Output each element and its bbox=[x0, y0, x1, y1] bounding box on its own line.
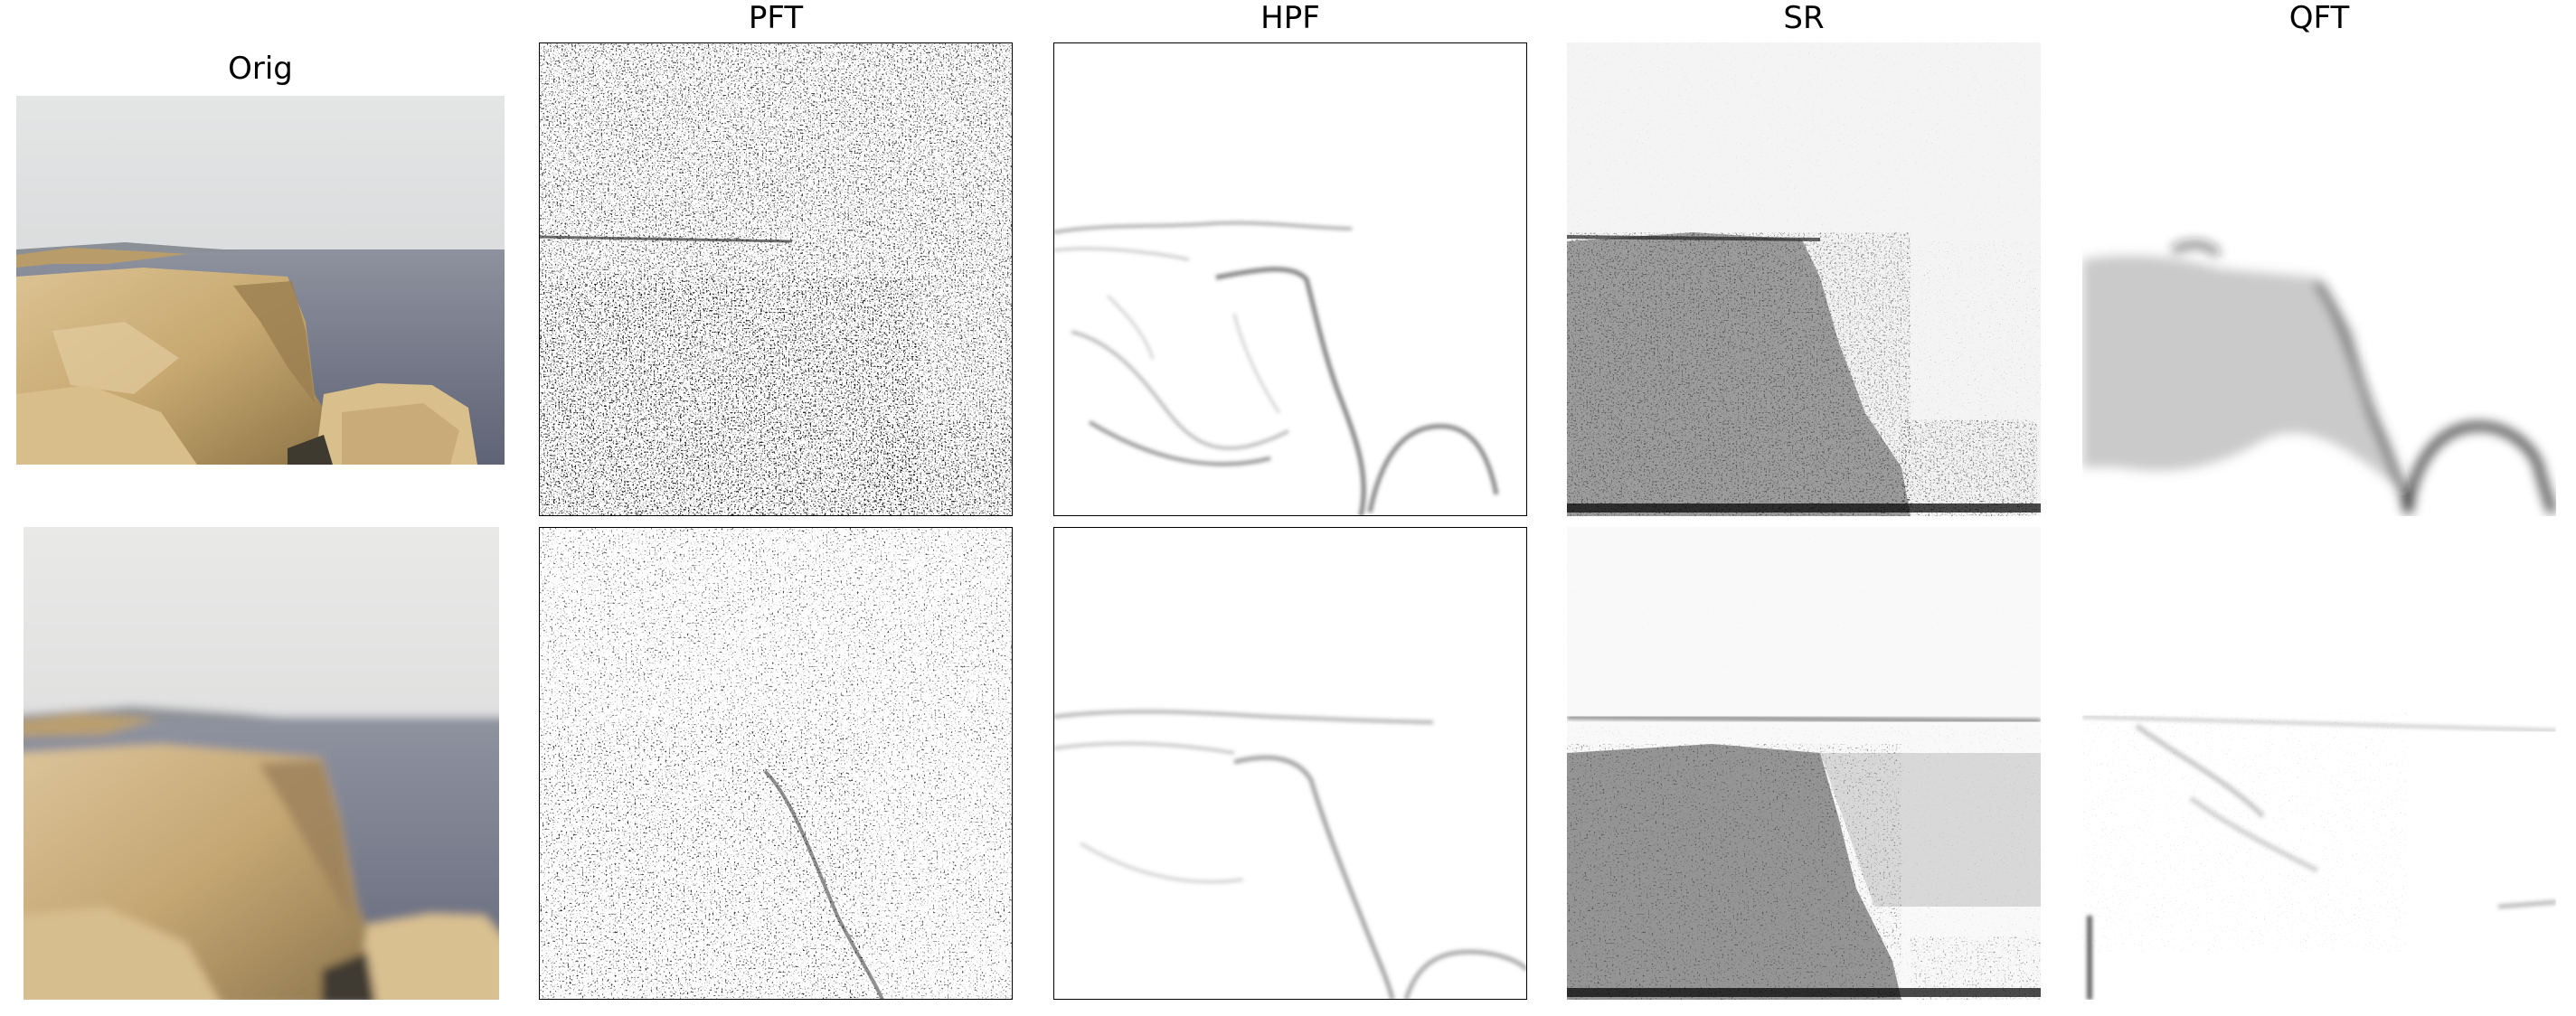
hpf-map-sharp bbox=[1053, 42, 1527, 516]
title-pft: PFT bbox=[748, 0, 804, 36]
title-sr: SR bbox=[1783, 0, 1825, 36]
sr-map-blurred bbox=[1567, 527, 2041, 1000]
orig-photo-sharp bbox=[16, 96, 505, 465]
title-qft: QFT bbox=[2288, 0, 2350, 36]
pft-map-sharp bbox=[539, 42, 1013, 516]
hpf-map-blurred bbox=[1053, 527, 1527, 1000]
title-hpf: HPF bbox=[1260, 0, 1320, 36]
orig-photo-blurred bbox=[24, 527, 499, 1000]
sr-map-sharp bbox=[1567, 42, 2041, 516]
qft-map-sharp bbox=[2082, 42, 2556, 516]
title-orig: Orig bbox=[228, 51, 293, 87]
pft-map-blurred bbox=[539, 527, 1013, 1000]
qft-map-blurred bbox=[2082, 527, 2556, 1000]
